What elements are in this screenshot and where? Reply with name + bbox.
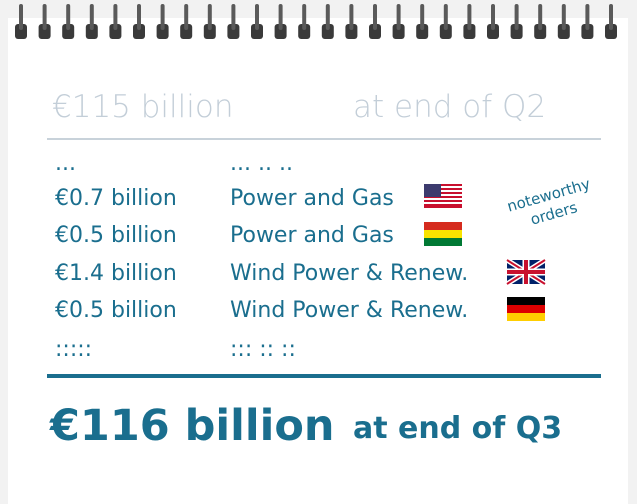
order-segment: ::: :: ::: [230, 337, 296, 362]
ring-hole: [605, 24, 617, 39]
flag-usa: [424, 184, 462, 208]
ring-wire: [113, 4, 118, 30]
ring-wire: [325, 4, 330, 30]
order-amount: ...: [55, 151, 76, 176]
ring-hole: [369, 24, 381, 39]
order-segment: Power and Gas: [230, 186, 394, 211]
ring-hole: [15, 24, 27, 39]
ring-hole: [439, 24, 452, 39]
order-amount: :::::: [55, 337, 92, 362]
ring-wire: [231, 4, 236, 30]
ring-hole: [557, 24, 570, 39]
ring-wire: [89, 4, 94, 30]
ring-wire: [396, 4, 401, 30]
ring-hole: [581, 24, 594, 39]
previous-amount: €115 billion: [52, 89, 234, 125]
ring-wire: [467, 4, 472, 30]
order-list: ... ... .. .. €0.7 billion Power and Gas €0.…: [55, 151, 468, 362]
ring-hole: [227, 24, 240, 39]
ring-wire: [42, 4, 47, 30]
ring-hole: [463, 24, 476, 39]
ring-wire: [349, 4, 354, 30]
order-amount: €1.4 billion: [55, 261, 177, 286]
ring-hole: [510, 24, 523, 39]
ring-wire: [561, 4, 566, 30]
ring-wire: [609, 4, 613, 30]
spiral-binding: [15, 4, 617, 39]
order-amount: €0.5 billion: [55, 298, 177, 323]
previous-label: at end of Q2: [353, 89, 546, 125]
ring-wire: [538, 4, 543, 30]
ring-wire: [160, 4, 165, 30]
ring-hole: [392, 24, 405, 39]
order-segment: ... .. ..: [230, 151, 293, 176]
ring-hole: [487, 24, 499, 39]
ring-wire: [255, 4, 259, 30]
ring-wire: [19, 4, 23, 30]
current-amount: €116 billion: [49, 401, 335, 451]
ring-hole: [203, 24, 216, 39]
ring-wire: [137, 4, 141, 30]
flag-germany: [507, 297, 545, 321]
order-segment: Wind Power & Renew.: [230, 298, 468, 323]
ring-wire: [184, 4, 189, 30]
order-amount: €0.5 billion: [55, 223, 177, 248]
ring-hole: [133, 24, 145, 39]
ring-hole: [298, 24, 311, 39]
ring-hole: [62, 24, 75, 39]
ring-hole: [180, 24, 193, 39]
ring-hole: [345, 24, 358, 39]
ring-wire: [420, 4, 425, 30]
ring-wire: [585, 4, 590, 30]
ring-hole: [156, 24, 169, 39]
ring-hole: [85, 24, 98, 39]
order-segment: Wind Power & Renew.: [230, 261, 468, 286]
ring-hole: [321, 24, 334, 39]
ring-wire: [302, 4, 307, 30]
flag-uk: [505, 257, 547, 287]
order-amount: €0.7 billion: [55, 186, 177, 211]
ring-wire: [207, 4, 212, 30]
ring-wire: [278, 4, 283, 30]
ring-wire: [66, 4, 71, 30]
ring-hole: [38, 24, 51, 39]
ring-hole: [251, 24, 263, 39]
ring-wire: [373, 4, 377, 30]
order-segment: Power and Gas: [230, 223, 394, 248]
ring-hole: [109, 24, 122, 39]
ring-hole: [416, 24, 429, 39]
ring-wire: [514, 4, 519, 30]
ring-wire: [491, 4, 495, 30]
current-label: at end of Q3: [353, 411, 562, 446]
ring-hole: [534, 24, 547, 39]
ring-wire: [443, 4, 448, 30]
flag-bolivia: [424, 222, 462, 246]
ring-hole: [274, 24, 287, 39]
